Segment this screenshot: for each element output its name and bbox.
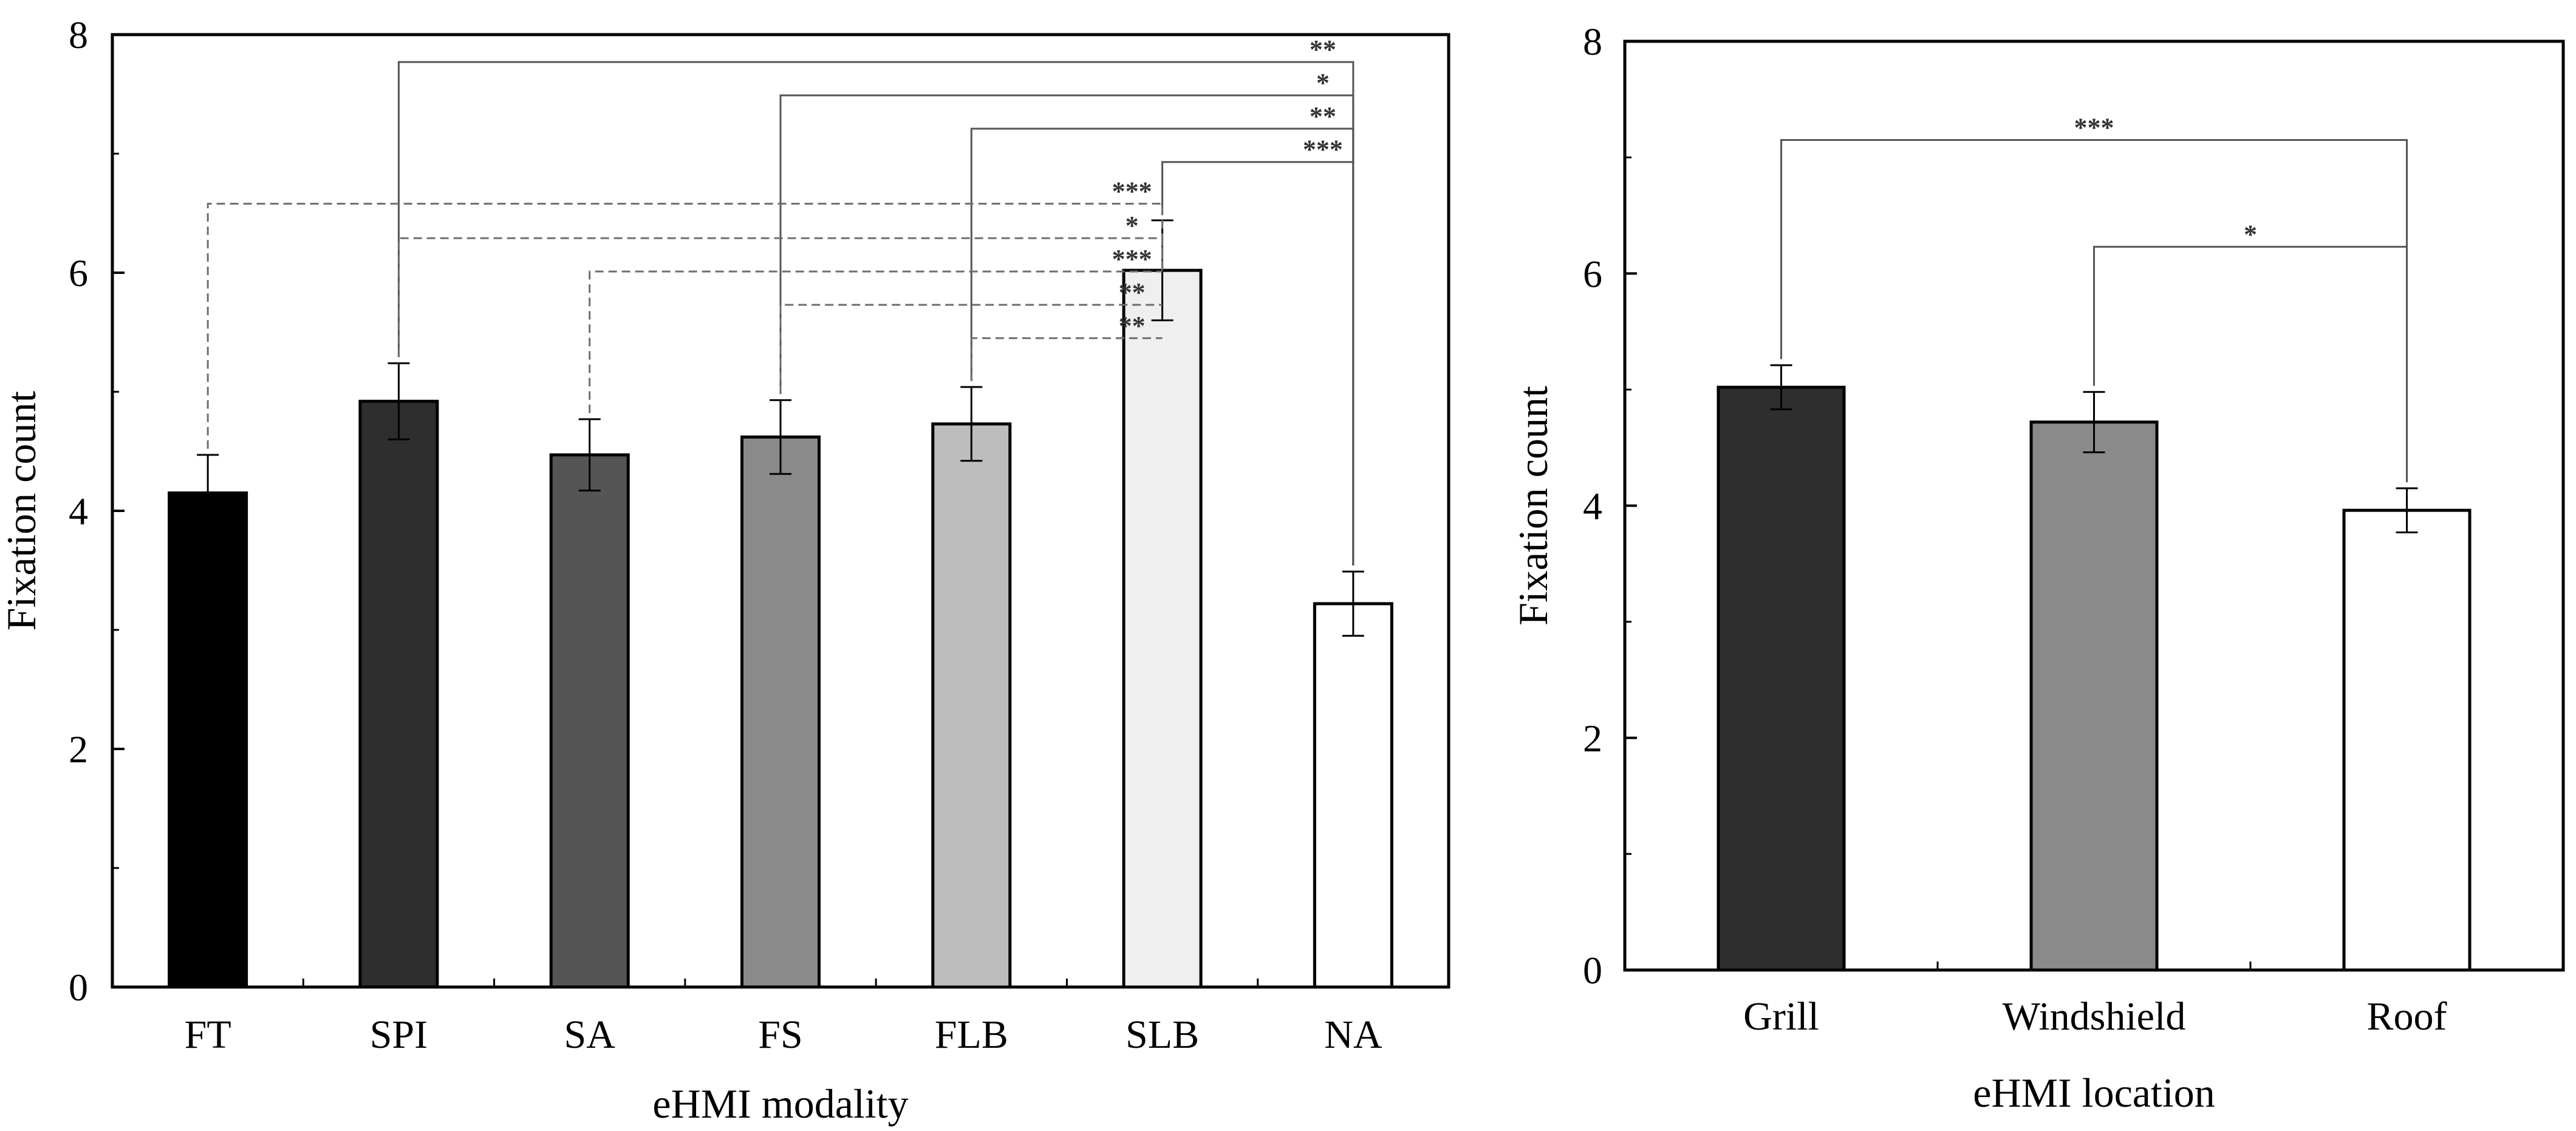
y-tick-label: 6	[1583, 252, 1602, 295]
y-tick-label: 0	[1583, 949, 1602, 992]
y-tick-label: 2	[1583, 717, 1602, 760]
significance-bracket	[397, 237, 1164, 357]
bar-windshield	[2029, 420, 2159, 972]
category-label-fs: FS	[758, 1013, 802, 1057]
bar-roof	[2342, 508, 2472, 972]
category-label-flb: FLB	[935, 1013, 1008, 1057]
y-tick-label: 4	[69, 490, 88, 533]
category-label-spi: SPI	[370, 1013, 428, 1057]
significance-bracket	[970, 337, 1163, 381]
significance-label: **	[1119, 311, 1146, 341]
category-label-roof: Roof	[2367, 994, 2447, 1039]
significance-bracket	[397, 61, 1355, 566]
significance-label: ***	[1303, 135, 1343, 165]
bar-grill	[1717, 386, 1846, 972]
significance-label: ***	[1112, 244, 1152, 274]
y-tick-label: 2	[69, 728, 88, 771]
y-axis-title: Fixation count	[0, 391, 44, 631]
significance-label: ***	[2074, 112, 2114, 142]
bar-sa	[549, 453, 630, 989]
bar-spi	[358, 400, 439, 989]
chart-modality: 0 2 4 6 8 FT SPI SA FS FLB SLB NA eHMI modality Fixat…	[0, 13, 1450, 1127]
bar-slb	[1122, 268, 1203, 989]
significance-bracket	[207, 202, 1164, 449]
significance-label: **	[1119, 278, 1146, 307]
y-tick-label: 6	[69, 251, 88, 295]
significance-label: **	[1310, 35, 1336, 64]
y-tick-label: 8	[69, 13, 88, 56]
significance-label: *	[1316, 68, 1330, 98]
category-label-grill: Grill	[1743, 994, 1819, 1039]
x-axis-title: eHMI modality	[652, 1081, 908, 1127]
bar-flb	[931, 422, 1012, 989]
y-tick-label: 8	[1583, 20, 1602, 63]
significance-bracket	[779, 304, 1163, 394]
category-label-ft: FT	[185, 1013, 231, 1057]
bar-fs	[740, 435, 821, 989]
significance-label: ***	[1112, 176, 1152, 206]
significance-label: **	[1310, 101, 1336, 131]
x-axis-title: eHMI location	[1973, 1070, 2215, 1116]
bar-ft	[168, 491, 248, 989]
y-axis-title: Fixation count	[1510, 386, 1556, 626]
category-label-sa: SA	[564, 1013, 616, 1057]
category-label-windshield: Windshield	[2003, 994, 2186, 1039]
significance-bracket	[589, 270, 1163, 414]
chart-location: 0 2 4 6 8 Grill Windshield Roof eHMI location Fix…	[1510, 20, 2565, 1116]
significance-bracket	[2093, 245, 2408, 482]
significance-bracket	[1161, 161, 1355, 566]
category-label-slb: SLB	[1126, 1013, 1199, 1057]
significance-bracket	[779, 94, 1355, 566]
significance-label: *	[1126, 211, 1139, 241]
y-tick-label: 4	[1583, 485, 1602, 528]
significance-label: *	[2244, 219, 2257, 249]
y-tick-label: 0	[69, 966, 88, 1009]
bar-na	[1313, 602, 1393, 989]
category-label-na: NA	[1324, 1013, 1382, 1057]
